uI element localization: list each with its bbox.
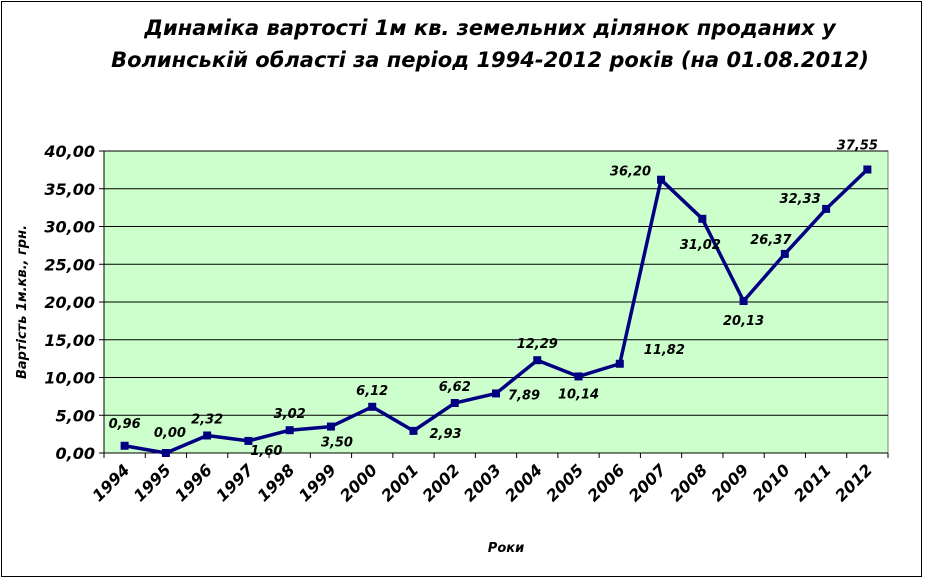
- data-label: 2,32: [191, 412, 223, 427]
- data-point: [739, 297, 748, 306]
- data-point: [698, 214, 707, 223]
- y-tick-label: 5,00: [56, 406, 95, 425]
- data-point: [574, 372, 583, 381]
- data-point: [533, 356, 542, 365]
- data-point: [161, 449, 170, 457]
- x-tick-label: 2003: [460, 460, 505, 505]
- x-tick-label: 2011: [790, 460, 835, 505]
- x-tick-label: 2001: [377, 460, 422, 505]
- y-tick-label: 30,00: [44, 218, 95, 237]
- data-point: [450, 399, 459, 408]
- x-tick-label: 2012: [831, 460, 876, 505]
- x-tick-label: 1994: [89, 460, 134, 505]
- data-point: [203, 431, 212, 440]
- x-tick-label: 2002: [419, 460, 464, 505]
- data-label: 26,37: [750, 233, 792, 248]
- data-point: [285, 426, 294, 435]
- data-label: 10,14: [558, 387, 599, 402]
- y-tick-label: 10,00: [44, 369, 95, 388]
- data-label: 32,33: [780, 192, 821, 207]
- y-tick-label: 35,00: [44, 180, 95, 199]
- data-label: 3,02: [274, 407, 306, 422]
- data-point: [657, 175, 666, 184]
- data-label: 31,02: [680, 238, 721, 253]
- y-tick-label: 40,00: [43, 142, 95, 161]
- data-label: 11,82: [644, 343, 685, 358]
- x-tick-label: 1995: [130, 460, 175, 505]
- x-tick-label: 1997: [212, 460, 258, 506]
- data-label: 20,13: [723, 314, 764, 329]
- x-tick-label: 2008: [666, 460, 711, 505]
- data-label: 6,62: [439, 380, 471, 395]
- data-label: 1,60: [250, 444, 282, 459]
- x-tick-label: 2004: [501, 460, 546, 505]
- x-tick-label: 1998: [254, 460, 299, 505]
- x-tick-label: 2007: [625, 460, 671, 506]
- x-tick-label: 2006: [584, 460, 629, 505]
- data-point: [368, 402, 377, 411]
- x-axis-title: Роки: [488, 541, 524, 556]
- chart-title: Динаміка вартості 1м кв. земельних ділян…: [111, 16, 869, 72]
- data-label: 0,96: [109, 417, 141, 432]
- data-label: 2,93: [429, 427, 461, 442]
- x-tick-label: 1996: [171, 460, 216, 505]
- x-tick-label: 2000: [336, 460, 381, 505]
- data-point: [863, 165, 872, 174]
- data-point: [326, 422, 335, 431]
- data-point: [615, 359, 624, 368]
- data-label: 3,50: [321, 436, 353, 451]
- data-label: 37,55: [837, 138, 878, 153]
- data-point: [492, 389, 500, 398]
- data-point: [822, 204, 831, 213]
- y-tick-label: 15,00: [44, 331, 95, 350]
- data-label: 6,12: [356, 384, 388, 399]
- data-point: [780, 249, 789, 258]
- x-tick-label: 2010: [749, 460, 794, 505]
- x-tick-label: 2005: [542, 460, 587, 505]
- data-point: [120, 441, 129, 450]
- data-label: 36,20: [610, 165, 651, 180]
- x-tick-label: 1999: [295, 460, 340, 505]
- data-label: 7,89: [508, 388, 540, 403]
- x-tick-label: 2009: [707, 460, 752, 505]
- y-axis-title: Вартість 1м.кв., грн.: [15, 225, 30, 379]
- data-label: 12,29: [517, 337, 558, 352]
- data-point: [409, 426, 418, 435]
- y-tick-label: 0,00: [56, 444, 95, 463]
- y-tick-label: 20,00: [44, 293, 95, 312]
- data-point: [244, 436, 253, 445]
- data-label: 0,00: [154, 426, 186, 441]
- y-tick-label: 25,00: [44, 255, 95, 274]
